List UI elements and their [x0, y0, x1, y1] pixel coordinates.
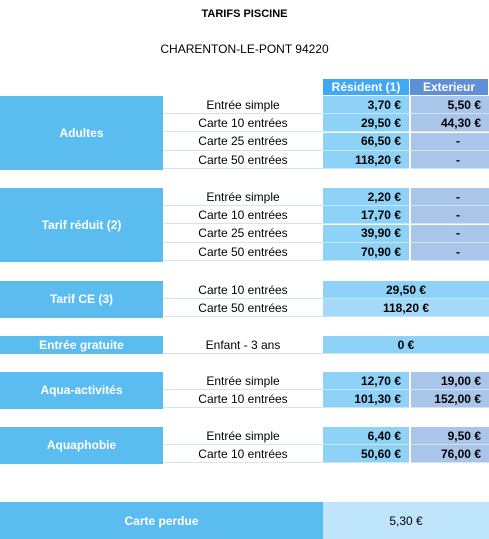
resident-price: 29,50 € — [323, 114, 409, 133]
exterieur-price: 9,50 € — [411, 427, 489, 445]
exterieur-price: - — [411, 243, 489, 262]
tariff-group: Entrée gratuite Enfant - 3 ans 0 € — [0, 336, 489, 355]
exterieur-price: - — [411, 206, 489, 225]
category-label: Tarif réduit (2) — [0, 188, 163, 262]
tariff-group: Aquaphobie Entrée simple 6,40 €9,50 € Carte… — [0, 427, 489, 464]
header-exterieur: Exterieur — [410, 79, 488, 95]
category-label: Aqua-activités — [0, 372, 163, 409]
table-row: Carte 50 entrées 118,20 € — [163, 299, 489, 318]
resident-price: 17,70 € — [323, 206, 409, 225]
table-row: Carte 10 entrées 29,50 €44,30 € — [163, 114, 489, 133]
page-subtitle: CHARENTON-LE-PONT 94220 — [160, 42, 329, 56]
table-row: Entrée simple 6,40 €9,50 € — [163, 427, 489, 445]
product-label: Carte 25 entrées — [163, 225, 323, 243]
combined-price: 0 € — [323, 336, 489, 354]
table-row: Carte 10 entrées 50,60 €76,00 € — [163, 445, 489, 464]
resident-price: 39,90 € — [323, 224, 409, 243]
category-label: Adultes — [0, 96, 163, 170]
resident-price: 6,40 € — [323, 427, 409, 445]
category-label: Entrée gratuite — [0, 336, 163, 355]
table-row: Carte 10 entrées 101,30 €152,00 € — [163, 390, 489, 409]
exterieur-price: 5,50 € — [411, 96, 489, 114]
lost-card-label: Carte perdue — [0, 502, 323, 539]
product-label: Entrée simple — [163, 427, 323, 445]
exterieur-price: - — [411, 188, 489, 206]
resident-price: 118,20 € — [323, 151, 409, 170]
page-title: TARIFS PISCINE — [201, 8, 288, 20]
product-label: Entrée simple — [163, 372, 323, 390]
product-label: Carte 10 entrées — [163, 206, 323, 225]
table-row: Carte 25 entrées 39,90 € - — [163, 224, 489, 243]
tariff-group: Tarif réduit (2) Entrée simple 2,20 € - Cart… — [0, 188, 489, 262]
product-label: Enfant - 3 ans — [163, 336, 323, 354]
table-row: Entrée simple 3,70 €5,50 € — [163, 96, 489, 114]
tariff-group: Aqua-activités Entrée simple 12,70 €19,00 … — [0, 372, 489, 409]
table-row: Carte 10 entrées 17,70 € - — [163, 206, 489, 225]
table-row: Carte 50 entrées 118,20 € - — [163, 151, 489, 170]
table-row: Entrée simple 12,70 €19,00 € — [163, 372, 489, 390]
product-label: Carte 50 entrées — [163, 299, 323, 318]
exterieur-price: 44,30 € — [411, 114, 489, 133]
exterieur-price: - — [411, 132, 489, 151]
combined-price: 29,50 € — [323, 281, 489, 299]
product-label: Carte 50 entrées — [163, 151, 323, 170]
product-label: Carte 50 entrées — [163, 243, 323, 262]
exterieur-price: - — [411, 151, 489, 170]
product-label: Entrée simple — [163, 96, 323, 114]
product-label: Carte 10 entrées — [163, 390, 323, 409]
exterieur-price: 152,00 € — [411, 390, 489, 409]
table-row: Carte 25 entrées 66,50 € - — [163, 132, 489, 151]
resident-price: 12,70 € — [323, 372, 409, 390]
table-row: Enfant - 3 ans 0 € — [163, 336, 489, 354]
table-row: Entrée simple 2,20 € - — [163, 188, 489, 206]
combined-price: 118,20 € — [323, 299, 489, 318]
product-label: Carte 10 entrées — [163, 114, 323, 133]
category-label: Aquaphobie — [0, 427, 163, 464]
exterieur-price: - — [411, 224, 489, 243]
resident-price: 3,70 € — [323, 96, 409, 114]
tariff-group: Tarif CE (3) Carte 10 entrées 29,50 € Carte… — [0, 281, 489, 318]
lost-card-row: Carte perdue 5,30 € — [0, 502, 489, 539]
product-label: Entrée simple — [163, 188, 323, 206]
resident-price: 66,50 € — [323, 132, 409, 151]
header-resident: Résident (1) — [323, 79, 409, 95]
resident-price: 2,20 € — [323, 188, 409, 206]
table-row: Carte 50 entrées 70,90 € - — [163, 243, 489, 262]
exterieur-price: 76,00 € — [411, 445, 489, 464]
resident-price: 50,60 € — [323, 445, 409, 464]
lost-card-price: 5,30 € — [323, 502, 489, 539]
table-row: Carte 10 entrées 29,50 € — [163, 281, 489, 299]
product-label: Carte 25 entrées — [163, 133, 323, 151]
resident-price: 70,90 € — [323, 243, 409, 262]
tariff-group: Adultes Entrée simple 3,70 €5,50 € Carte 10… — [0, 96, 489, 170]
category-label: Tarif CE (3) — [0, 281, 163, 318]
exterieur-price: 19,00 € — [411, 372, 489, 390]
product-label: Carte 10 entrées — [163, 445, 323, 464]
resident-price: 101,30 € — [323, 390, 409, 409]
product-label: Carte 10 entrées — [163, 281, 323, 299]
